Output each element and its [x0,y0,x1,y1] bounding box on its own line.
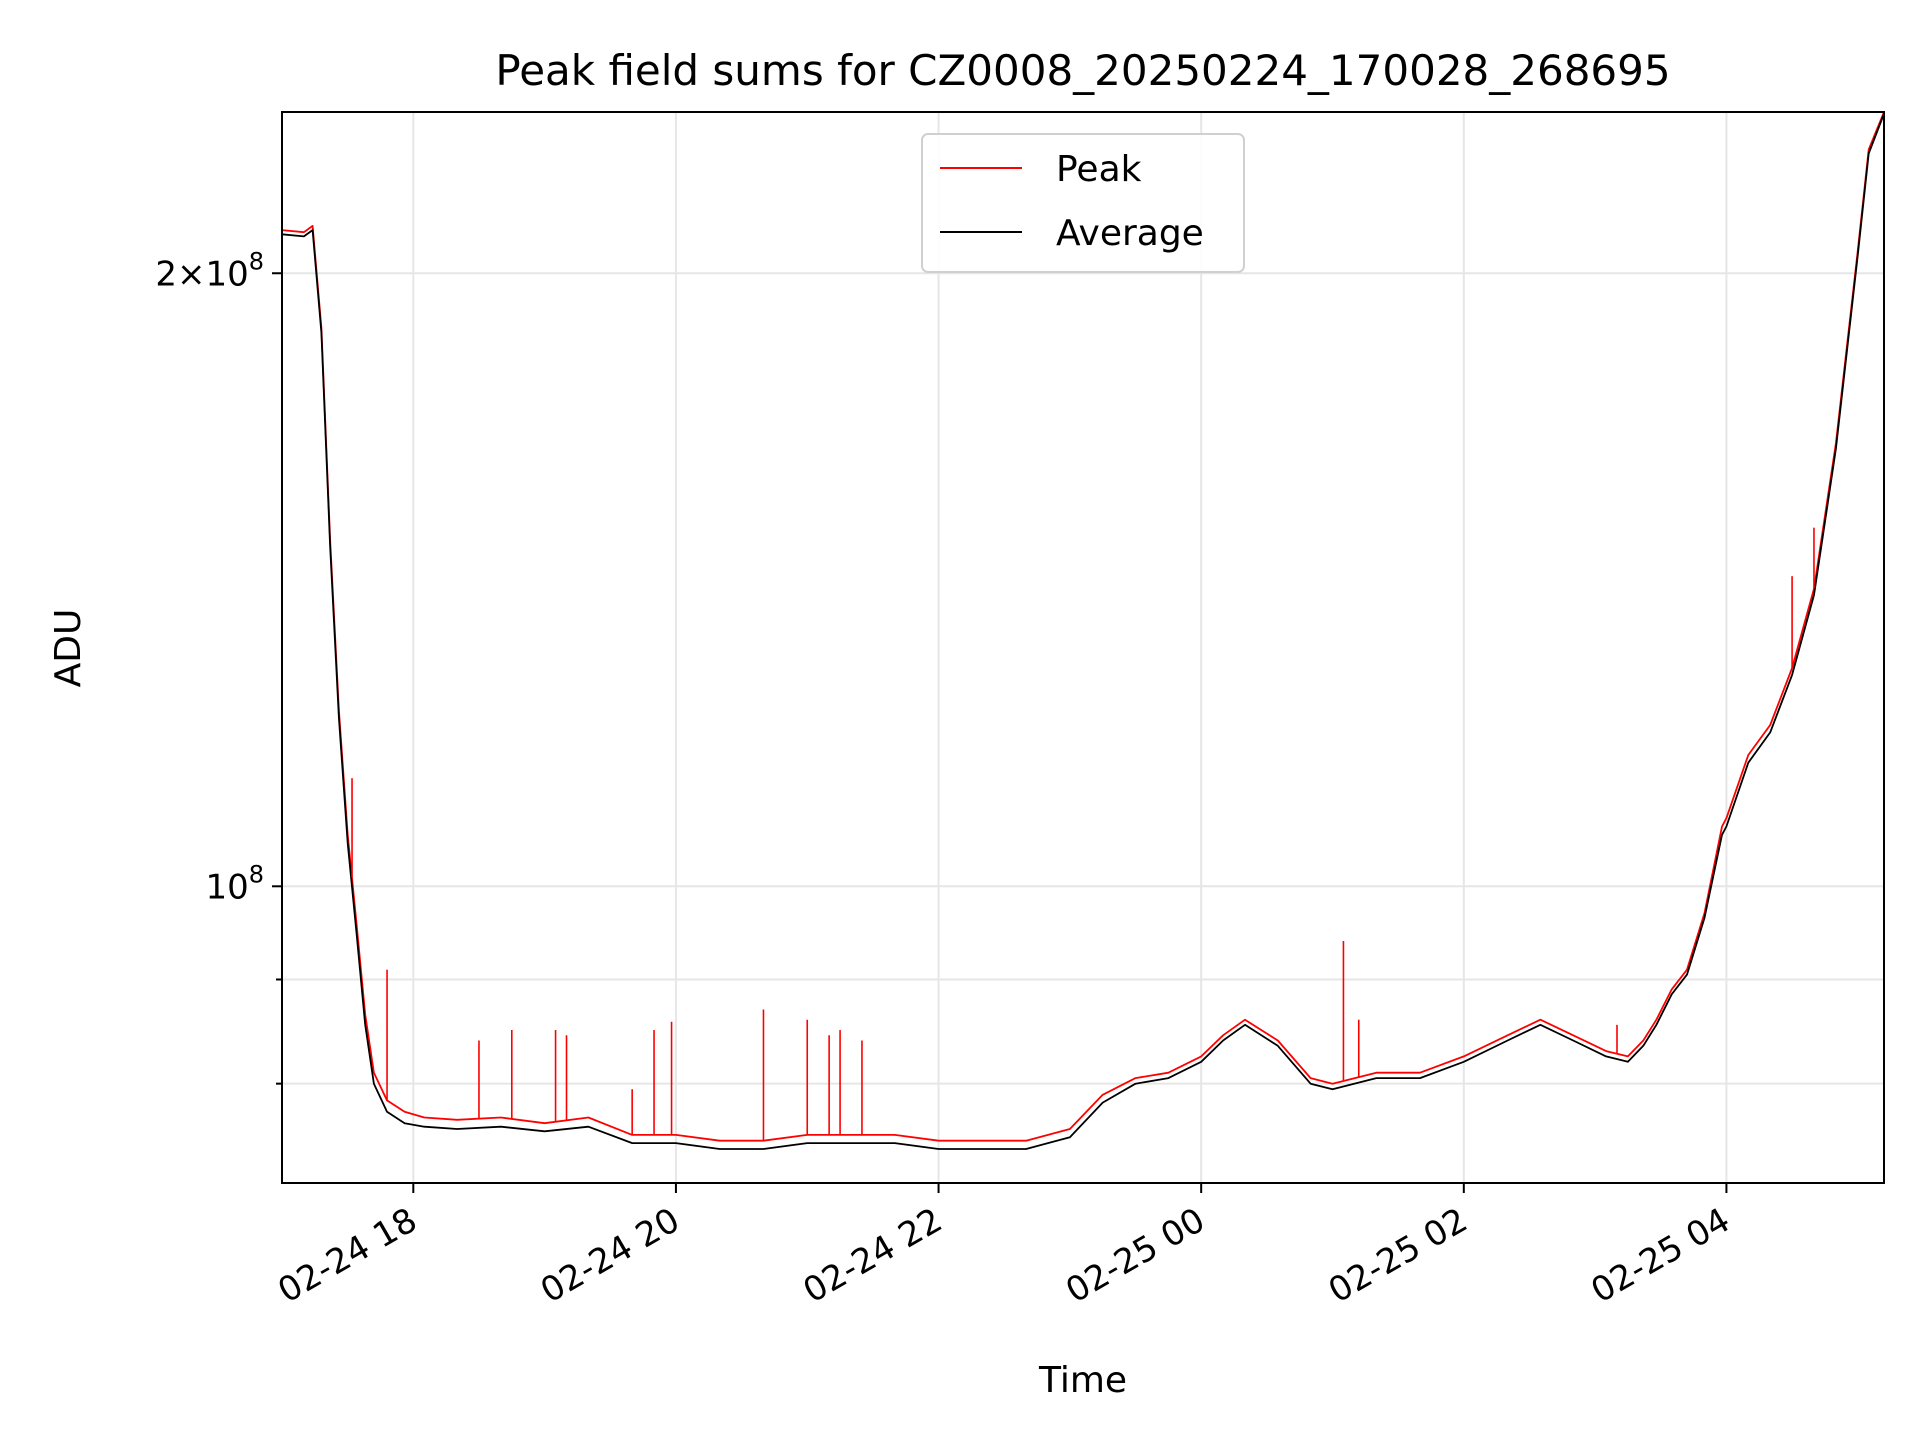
x-axis-label: Time [1038,1360,1127,1401]
legend: Peak Average [921,133,1245,273]
y-tick-exponent: 8 [249,247,264,275]
y-tick-base: 10 [205,254,248,294]
series-line-average [281,113,1885,1150]
y-tick-label: 2×108 [155,247,264,294]
y-tick-base: 10 [205,867,248,907]
plot-frame [281,111,1885,1184]
y-tick-exponent: 8 [249,860,264,888]
y-axis-label: ADU [48,609,89,688]
y-tick-label: 108 [205,860,264,907]
chart-title: Peak field sums for CZ0008_20250224_1700… [495,46,1670,95]
legend-label-average: Average [1056,213,1204,254]
series-layer [281,111,1885,1150]
legend-label-peak: Peak [1056,149,1142,190]
series-line-peak [281,111,1885,1142]
y-tick-coefficient: 2× [155,254,205,294]
grid [282,112,1884,1183]
